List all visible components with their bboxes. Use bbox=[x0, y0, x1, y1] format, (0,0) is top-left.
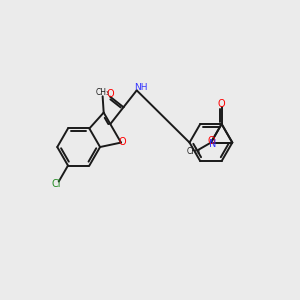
Text: N: N bbox=[209, 140, 216, 149]
Text: O: O bbox=[106, 89, 114, 99]
Text: CH₃: CH₃ bbox=[187, 147, 201, 156]
Text: O: O bbox=[118, 137, 126, 147]
Text: O: O bbox=[218, 99, 225, 109]
Text: CH₃: CH₃ bbox=[95, 88, 109, 97]
Text: Cl: Cl bbox=[51, 178, 61, 189]
Text: O: O bbox=[208, 136, 215, 146]
Text: NH: NH bbox=[134, 83, 147, 92]
